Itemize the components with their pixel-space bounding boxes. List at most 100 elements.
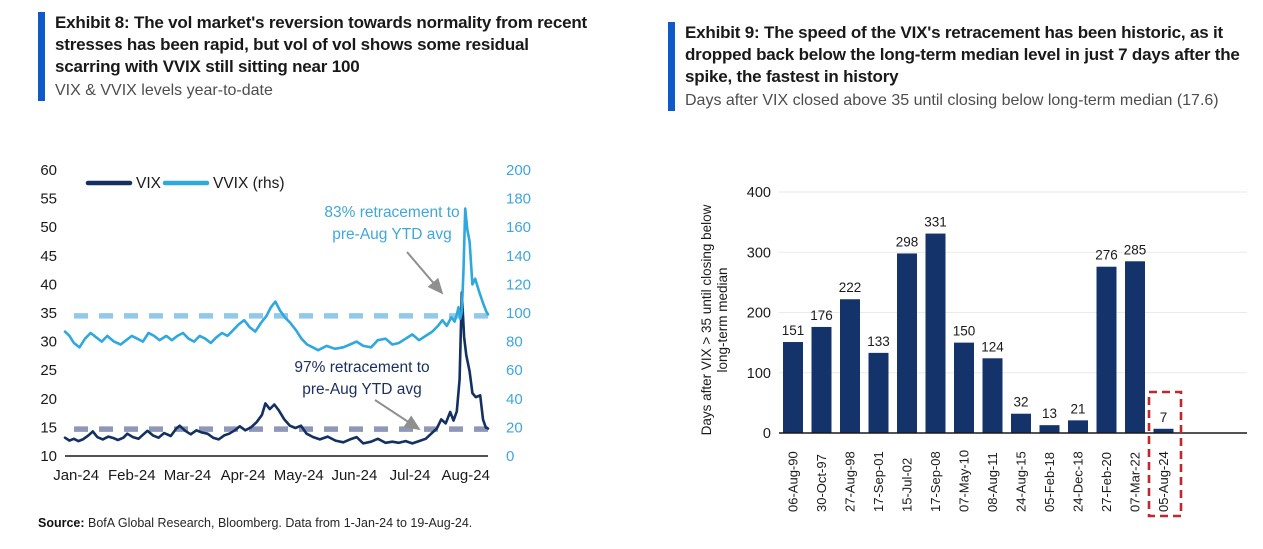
source-text: BofA Global Research, Bloomberg. Data fr… — [84, 516, 473, 530]
svg-text:140: 140 — [506, 248, 531, 265]
exhibit-9-header: Exhibit 9: The speed of the VIX's retrac… — [668, 22, 1245, 111]
series-VVIX (rhs) — [63, 207, 490, 352]
vix-retracement-bar-chart: 0 100 200 300 400 Days after VIX > 35 until c… — [699, 185, 1247, 518]
svg-text:200: 200 — [506, 162, 531, 179]
bar-value-label: 124 — [981, 339, 1004, 354]
svg-text:180: 180 — [506, 191, 531, 208]
bar-category-label: 07-May-10 — [957, 450, 972, 512]
highlight-box — [1147, 390, 1183, 518]
bar-07-May-10 — [954, 342, 974, 433]
bar-value-label: 133 — [867, 334, 890, 349]
svg-text:20: 20 — [40, 391, 57, 408]
bar-category-label: 17-Sep-08 — [928, 451, 943, 512]
svg-text:Mar-24: Mar-24 — [164, 467, 212, 484]
exhibit-8-title: Exhibit 8: The vol market's reversion to… — [55, 13, 587, 76]
svg-text:40: 40 — [40, 276, 57, 293]
annotation-arrow — [374, 399, 421, 431]
x-axis-ticks: Jan-24 Feb-24 Mar-24 Apr-24 May-24 Jun-24 Jul-… — [53, 467, 490, 484]
svg-text:Jul-24: Jul-24 — [390, 467, 431, 484]
annotation: 97% retracement to pre-Aug YTD avg — [294, 359, 430, 431]
svg-text:15: 15 — [40, 419, 57, 436]
legend-label: VVIX (rhs) — [213, 175, 284, 192]
bar-05-Aug-24 — [1153, 428, 1174, 433]
source-note: Source: BofA Global Research, Bloomberg.… — [38, 516, 598, 530]
bar-category-label: 08-Aug-11 — [985, 452, 1000, 512]
bar-category-label: 06-Aug-90 — [786, 451, 801, 512]
left-axis-ticks: 60 55 50 45 40 35 30 25 20 15 10 — [40, 162, 57, 465]
y-tick-label: 200 — [747, 306, 771, 322]
svg-text:55: 55 — [40, 191, 57, 208]
svg-text:May-24: May-24 — [274, 467, 324, 484]
bar-value-label: 285 — [1124, 242, 1147, 257]
bar-27-Aug-98 — [840, 299, 860, 433]
exhibit-9-subtitle: Days after VIX closed above 35 until clo… — [685, 92, 1219, 109]
bar-24-Dec-18 — [1068, 420, 1088, 433]
y-tick-label: 0 — [763, 426, 771, 442]
svg-text:Jun-24: Jun-24 — [331, 467, 377, 484]
exhibit-9-title: Exhibit 9: The speed of the VIX's retrac… — [685, 23, 1240, 86]
svg-text:97% retracement to: 97% retracement to — [294, 359, 429, 376]
svg-text:Apr-24: Apr-24 — [221, 467, 266, 484]
svg-text:10: 10 — [40, 448, 57, 465]
series-VIX — [63, 291, 490, 445]
bar-value-label: 150 — [953, 324, 976, 339]
svg-text:long-term median: long-term median — [715, 267, 730, 372]
bar-category-label: 24-Aug-15 — [1014, 451, 1029, 512]
bar-value-label: 7 — [1160, 410, 1168, 425]
svg-text:60: 60 — [506, 362, 523, 379]
bar-08-Aug-11 — [982, 358, 1003, 433]
svg-text:45: 45 — [40, 248, 57, 265]
bar-value-label: 298 — [896, 234, 919, 249]
exhibit-8-header: Exhibit 8: The vol market's reversion to… — [38, 12, 595, 101]
bar-category-label: 17-Sep-01 — [871, 451, 886, 512]
exhibit-8-subtitle: VIX & VVIX levels year-to-date — [55, 82, 273, 99]
bar-category-label: 15-Jul-02 — [900, 458, 915, 512]
bar-category-label: 30-Oct-97 — [814, 454, 829, 512]
svg-text:60: 60 — [40, 162, 57, 179]
bar-value-label: 151 — [782, 323, 805, 338]
svg-text:83% retracement to: 83% retracement to — [324, 204, 459, 221]
svg-text:Jan-24: Jan-24 — [53, 467, 99, 484]
bar-value-label: 32 — [1013, 395, 1028, 410]
bar-category-label: 05-Aug-24 — [1156, 451, 1171, 512]
annotation-arrow — [406, 251, 444, 295]
bar-category-label: 05-Feb-18 — [1042, 452, 1057, 512]
bar-value-label: 222 — [839, 280, 862, 295]
svg-text:160: 160 — [506, 219, 531, 236]
bar-category-label: 24-Dec-18 — [1071, 451, 1086, 512]
bar-05-Feb-18 — [1039, 425, 1060, 433]
y-tick-label: 100 — [747, 366, 771, 382]
bar-07-Mar-22 — [1125, 261, 1145, 433]
svg-text:Aug-24: Aug-24 — [442, 467, 490, 484]
bar-value-label: 176 — [810, 308, 833, 323]
svg-text:Days after VIX > 35 until clos: Days after VIX > 35 until closing below — [699, 204, 714, 435]
svg-text:30: 30 — [40, 334, 57, 351]
svg-text:0: 0 — [506, 448, 514, 465]
svg-text:80: 80 — [506, 334, 523, 351]
svg-text:pre-Aug YTD avg: pre-Aug YTD avg — [332, 226, 451, 243]
bar-value-label: 13 — [1042, 406, 1057, 421]
bar-06-Aug-90 — [783, 342, 803, 433]
svg-text:40: 40 — [506, 391, 523, 408]
annotation: 83% retracement to pre-Aug YTD avg — [324, 204, 460, 295]
bar-27-Feb-20 — [1096, 266, 1117, 433]
svg-text:100: 100 — [506, 305, 531, 322]
y-tick-label: 400 — [747, 185, 771, 201]
bar-value-label: 21 — [1070, 401, 1085, 416]
bar-30-Oct-97 — [811, 326, 832, 433]
svg-text:25: 25 — [40, 362, 57, 379]
bar-category-label: 07-Mar-22 — [1128, 452, 1143, 512]
svg-text:20: 20 — [506, 419, 523, 436]
svg-text:120: 120 — [506, 276, 531, 293]
y-tick-label: 300 — [747, 245, 771, 261]
bar-17-Sep-01 — [868, 352, 889, 433]
y-axis-title: Days after VIX > 35 until closing below l… — [699, 204, 730, 435]
legend: VIX VVIX (rhs) — [85, 175, 284, 192]
bar-category-label: 27-Aug-98 — [843, 451, 858, 512]
bar-15-Jul-02 — [897, 253, 917, 433]
bar-value-label: 276 — [1095, 248, 1118, 263]
bar-category-label: 27-Feb-20 — [1099, 452, 1114, 512]
svg-text:50: 50 — [40, 219, 57, 236]
